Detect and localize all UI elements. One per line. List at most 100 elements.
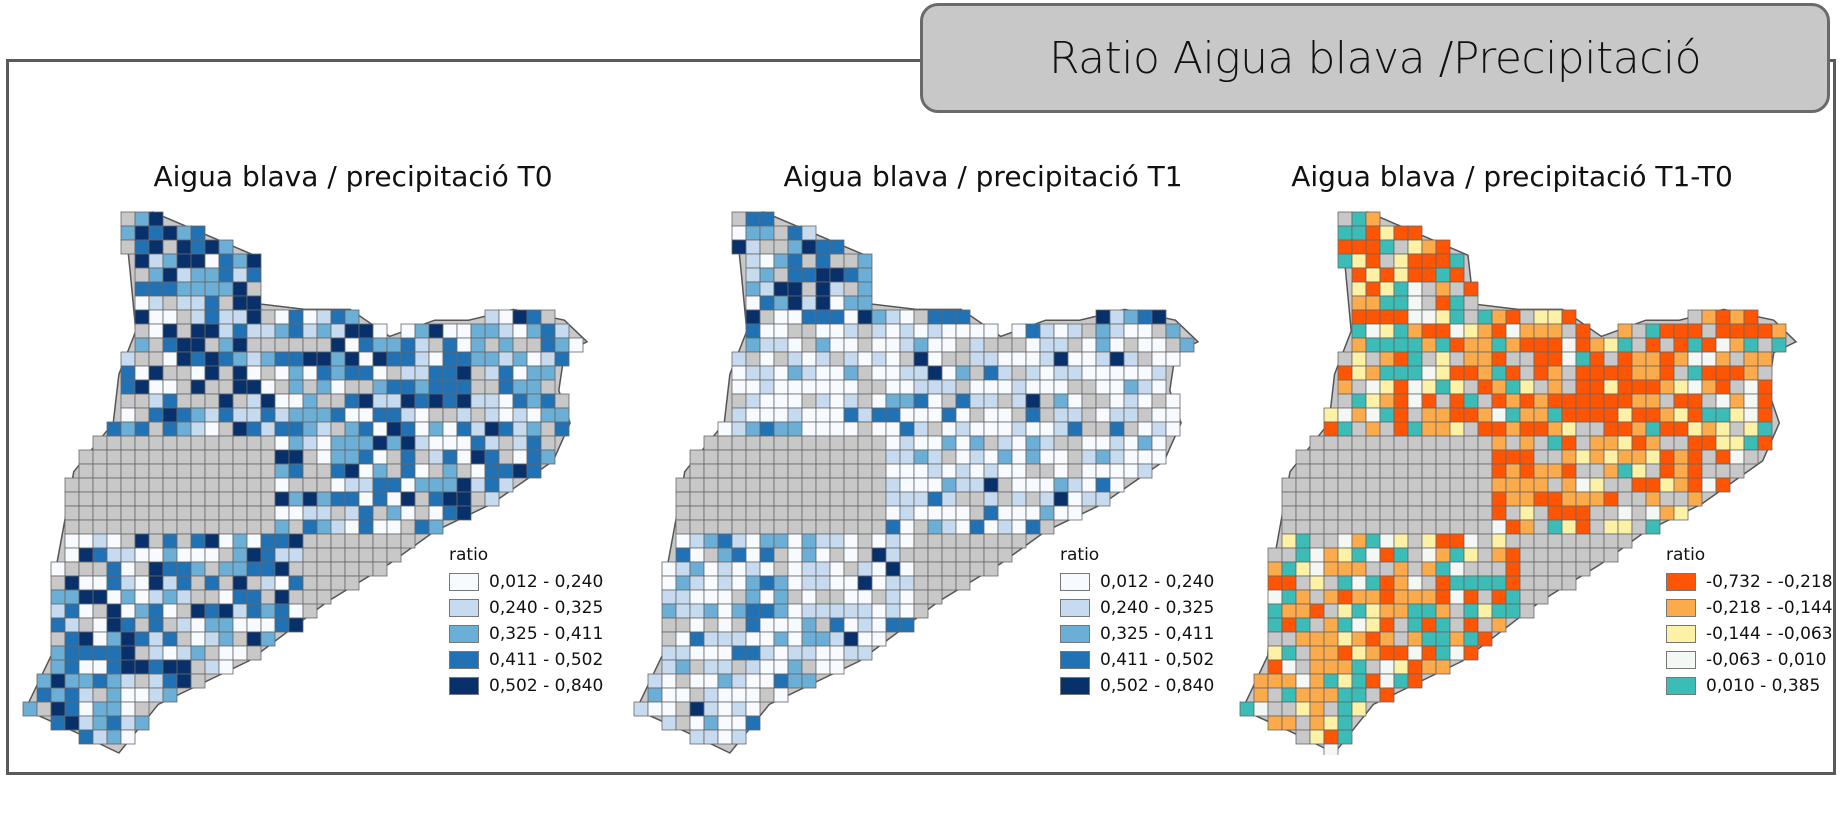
grid-cell: [1109, 393, 1125, 409]
grid-cell: [386, 435, 402, 451]
grid-cell: [526, 421, 542, 437]
grid-cell: [1095, 477, 1111, 493]
grid-cell: [1309, 673, 1325, 689]
grid-cell: [470, 337, 486, 353]
grid-cell: [717, 491, 733, 507]
grid-cell: [1309, 491, 1325, 507]
grid-cell: [1505, 603, 1521, 619]
grid-cell: [148, 491, 164, 507]
grid-cell: [997, 351, 1013, 367]
grid-cell: [801, 281, 817, 297]
grid-cell: [1505, 547, 1521, 563]
grid-cell: [498, 393, 514, 409]
grid-cell: [787, 295, 803, 311]
grid-cell: [120, 715, 136, 731]
grid-cell: [1463, 491, 1479, 507]
grid-cell: [148, 631, 164, 647]
grid-cell: [1351, 337, 1367, 353]
grid-cell: [1067, 365, 1083, 381]
grid-cell: [759, 575, 775, 591]
grid-cell: [1365, 323, 1381, 339]
grid-cell: [857, 603, 873, 619]
grid-cell: [1645, 351, 1661, 367]
grid-cell: [1137, 435, 1153, 451]
grid-cell: [1463, 477, 1479, 493]
grid-cell: [857, 631, 873, 647]
grid-cell: [1267, 575, 1283, 591]
grid-cell: [78, 701, 94, 717]
grid-cell: [913, 547, 929, 563]
grid-cell: [1323, 617, 1339, 633]
grid-cell: [1561, 505, 1577, 521]
grid-cell: [857, 449, 873, 465]
grid-cell: [1645, 435, 1661, 451]
grid-cell: [1477, 309, 1493, 325]
grid-cell: [1407, 225, 1423, 241]
grid-cell: [1463, 379, 1479, 395]
grid-cell: [927, 575, 943, 591]
grid-cell: [675, 589, 691, 605]
grid-cell: [1491, 603, 1507, 619]
grid-cell: [885, 351, 901, 367]
grid-cell: [1337, 575, 1353, 591]
grid-cell: [1253, 701, 1269, 717]
grid-cell: [1025, 491, 1041, 507]
grid-cell: [899, 435, 915, 451]
grid-cell: [913, 379, 929, 395]
map-title-diff: Aigua blava / precipitació T1-T0: [1291, 160, 1733, 193]
grid-cell: [941, 449, 957, 465]
grid-cell: [1407, 575, 1423, 591]
grid-cell: [50, 673, 66, 689]
grid-cell: [1081, 323, 1097, 339]
grid-cell: [1701, 323, 1717, 339]
grid-cell: [1351, 407, 1367, 423]
grid-cell: [1067, 491, 1083, 507]
grid-cell: [1617, 505, 1633, 521]
grid-cell: [400, 365, 416, 381]
grid-cell: [1505, 421, 1521, 437]
grid-cell: [372, 435, 388, 451]
grid-cell: [1295, 505, 1311, 521]
grid-cell: [955, 533, 971, 549]
grid-cell: [162, 659, 178, 675]
legend-t1: ratio 0,012 - 0,240 0,240 - 0,325 0,325 - …: [1060, 545, 1214, 699]
grid-cell: [1491, 379, 1507, 395]
grid-cell: [204, 617, 220, 633]
grid-cell: [1337, 673, 1353, 689]
grid-cell: [218, 589, 234, 605]
grid-cell: [1309, 701, 1325, 717]
grid-cell: [1743, 449, 1759, 465]
grid-cell: [927, 519, 943, 535]
grid-cell: [1589, 393, 1605, 409]
grid-cell: [1323, 687, 1339, 703]
grid-cell: [148, 435, 164, 451]
grid-cell: [1109, 337, 1125, 353]
grid-cell: [162, 645, 178, 661]
grid-cell: [204, 645, 220, 661]
grid-cell: [1267, 589, 1283, 605]
grid-cell: [1743, 379, 1759, 395]
grid-cell: [106, 701, 122, 717]
grid-cell: [1351, 617, 1367, 633]
grid-cell: [176, 617, 192, 633]
grid-cell: [176, 449, 192, 465]
grid-cell: [815, 491, 831, 507]
grid-cell: [92, 435, 108, 451]
grid-cell: [843, 533, 859, 549]
grid-cell: [246, 477, 262, 493]
legend-swatch: [449, 625, 479, 643]
grid-cell: [176, 309, 192, 325]
grid-cell: [176, 645, 192, 661]
grid-cell: [885, 393, 901, 409]
grid-cell: [400, 519, 416, 535]
grid-cell: [232, 365, 248, 381]
grid-cell: [1603, 547, 1619, 563]
grid-cell: [745, 631, 761, 647]
grid-cell: [1421, 239, 1437, 255]
grid-cell: [1295, 491, 1311, 507]
grid-cell: [1351, 547, 1367, 563]
grid-cell: [1617, 393, 1633, 409]
grid-cell: [773, 519, 789, 535]
grid-cell: [78, 533, 94, 549]
grid-cell: [288, 603, 304, 619]
